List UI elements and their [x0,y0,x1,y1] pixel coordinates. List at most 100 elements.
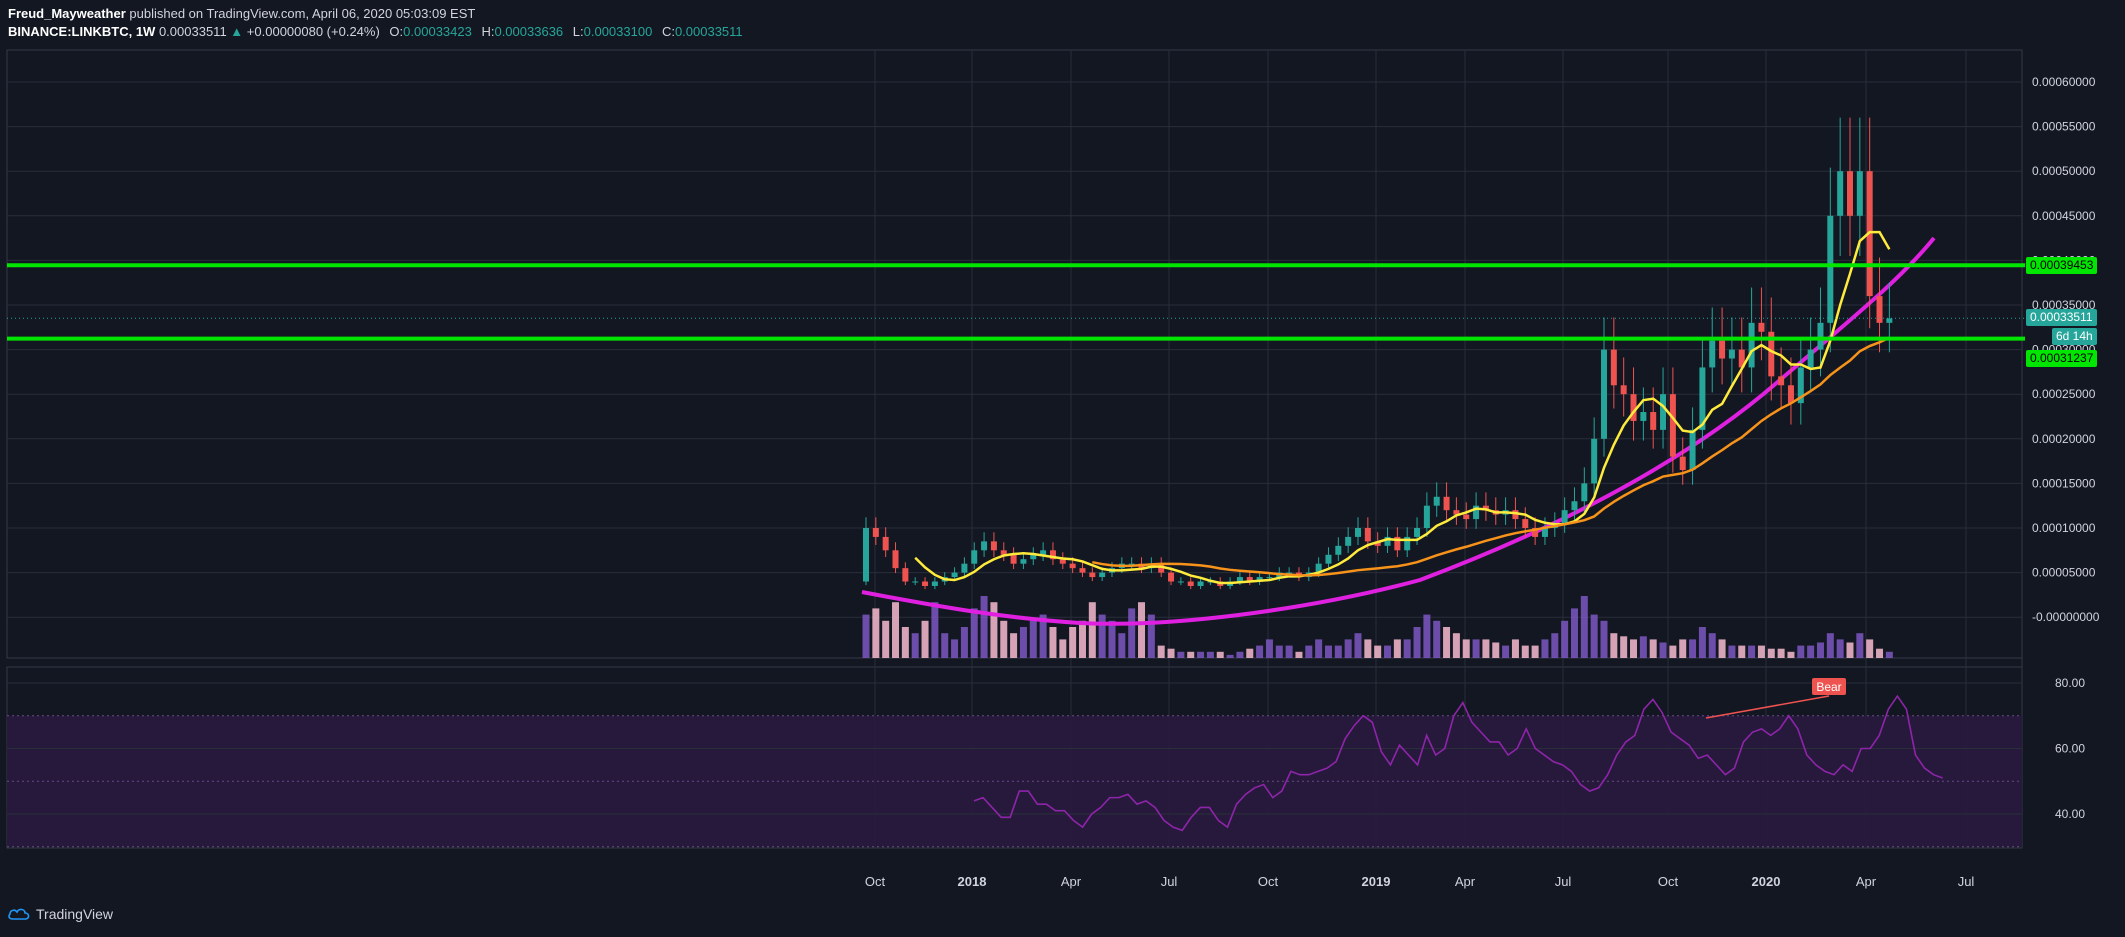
candle [1787,385,1794,404]
candle [1443,496,1450,511]
footer-brand[interactable]: TradingView [8,906,113,922]
volume-bar [1354,633,1362,658]
candle [990,541,997,551]
candle [1000,550,1007,555]
candle [1079,568,1086,573]
candle [1345,536,1352,546]
candle [1177,581,1184,583]
volume-bar [1649,639,1657,658]
candle [1256,577,1263,582]
candle [1856,171,1863,216]
open-label: O: [389,24,404,39]
candle [1679,456,1686,471]
volume-bar [1088,602,1096,658]
volume-bar [1433,620,1441,658]
volume-bar [1531,645,1539,658]
volume-bar [1738,645,1746,658]
candle [931,581,938,586]
volume-bar [1010,633,1018,658]
price-tick-label: 0.00005000 [2032,566,2096,580]
candle [1699,367,1706,430]
countdown-tag: 6d 14h [2052,328,2097,345]
candle [1168,572,1175,582]
volume-bar [1472,639,1480,658]
close-value: 0.00033511 [674,24,743,39]
change-value: +0.00000080 (+0.24%) [246,24,380,39]
candle [1099,572,1106,578]
volume-bar [1167,648,1175,658]
candle [872,528,879,537]
price-tick-label: 0.00050000 [2032,164,2096,178]
candle [863,528,869,582]
candle [1197,581,1204,586]
candle [1374,541,1381,546]
time-tick-label: 2019 [1362,874,1391,889]
volume-bar [1029,620,1037,658]
candle [1581,483,1588,502]
volume-bar [1502,645,1510,658]
volume-bar [1157,645,1165,658]
candle [1827,215,1834,323]
candle [1797,367,1804,404]
candle [1040,550,1047,555]
volume-bar [1216,651,1224,658]
volume-bar [1826,633,1834,658]
candle [1404,536,1411,551]
candle [1020,559,1027,564]
volume-bar [921,620,929,658]
candle [1768,331,1775,377]
volume-bar [1511,639,1519,658]
slow-moving-average-line [1092,336,1890,577]
candle [1610,349,1617,386]
volume-bar [882,620,890,658]
candle [1049,550,1056,560]
candle [1512,510,1519,520]
candle [1591,438,1598,484]
low-label: L: [572,24,584,39]
candle [1778,376,1785,386]
candle [1246,577,1253,582]
volume-bar [951,639,959,658]
price-tick-label: 0.00035000 [2032,298,2096,312]
open-value: 0.00033423 [403,24,472,39]
rsi-line [973,694,1943,832]
volume-bar [931,602,939,658]
candle [981,541,988,551]
candle [1640,412,1647,421]
candle [1128,563,1135,565]
time-tick-label: Oct [865,874,886,889]
publisher-line: Freud_Mayweather published on TradingVie… [8,6,475,21]
price-tick-label: 0.00060000 [2032,75,2096,89]
volume-bar [1265,639,1273,658]
time-tick-label: Jul [1161,874,1178,889]
candle [1236,577,1243,582]
candle [971,550,978,564]
volume-bar [1364,639,1372,658]
candle [961,563,968,573]
symbol-name[interactable]: BINANCE:LINKBTC, 1W [8,24,156,39]
volume-bar [990,602,998,658]
volume-bar [1482,639,1490,658]
candle [1876,296,1883,323]
publisher-name[interactable]: Freud_Mayweather [8,6,126,21]
candle [922,581,929,586]
volume-bar [1846,642,1854,658]
candle [1089,572,1096,578]
volume-bar [1679,639,1687,658]
time-tick-label: Jul [1958,874,1975,889]
time-tick-label: Jul [1555,874,1572,889]
candle [1669,394,1676,457]
time-tick-label: 2018 [958,874,987,889]
candle [1541,528,1548,537]
volume-bar [1728,645,1736,658]
volume-bar [941,633,949,658]
candle [1453,510,1460,515]
volume-bar [1807,645,1815,658]
volume-bar [1698,627,1706,658]
volume-bar [1885,651,1893,658]
candle [1561,510,1568,524]
time-tick-label: Oct [1258,874,1279,889]
bear-divergence-line [1705,695,1830,719]
volume-bar [1777,648,1785,658]
